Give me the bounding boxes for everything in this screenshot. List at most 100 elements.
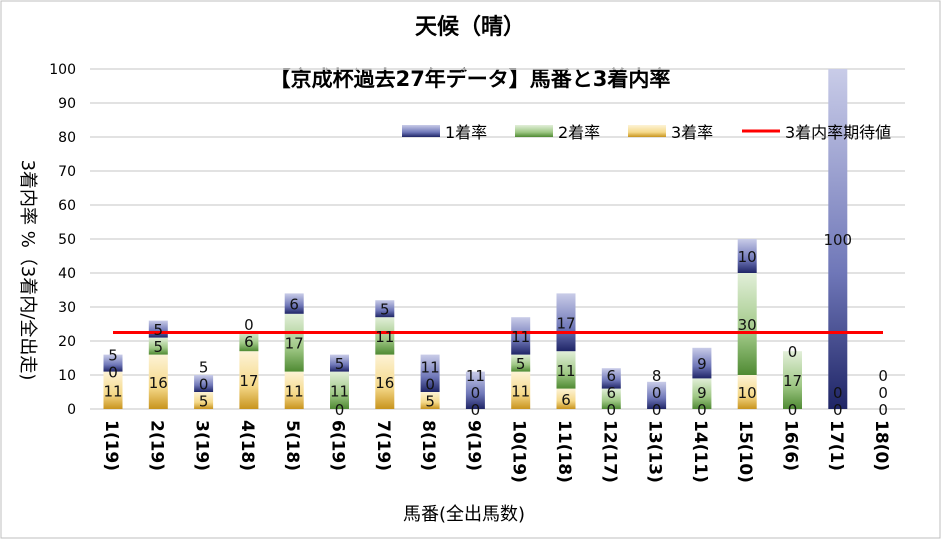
data-label: 11 <box>375 328 394 346</box>
y-tick-label: 0 <box>67 402 76 418</box>
x-tick-label: 18(0) <box>871 420 891 471</box>
bar-segment-3着率 <box>239 351 259 409</box>
bar-segment-1着率 <box>194 375 214 392</box>
y-tick-label: 10 <box>58 368 76 384</box>
bar-segment-2着率 <box>692 378 712 409</box>
data-label: 11 <box>330 382 349 400</box>
data-label: 5 <box>380 301 390 319</box>
data-label: 0 <box>833 401 843 419</box>
data-label: 0 <box>878 367 888 385</box>
data-label: 17 <box>239 372 258 390</box>
data-label: 0 <box>833 384 843 402</box>
bar-segment-2着率 <box>556 351 576 389</box>
bar-segment-1着率 <box>737 239 757 273</box>
bar-segment-1着率 <box>692 347 712 379</box>
y-tick-label: 70 <box>58 164 76 180</box>
x-tick-label: 4(18) <box>237 420 257 471</box>
legend-label: 1着率 <box>445 123 487 142</box>
bar-segment-1着率 <box>511 317 531 355</box>
x-tick-label: 1(19) <box>101 420 121 471</box>
data-label: 0 <box>607 401 617 419</box>
x-axis-label: 馬番(全出馬数) <box>403 504 525 525</box>
bar-segment-1着率 <box>103 354 123 372</box>
data-label: 5 <box>154 338 164 356</box>
bar-segment-1着率 <box>284 293 304 314</box>
x-tick-label: 10(19) <box>509 420 529 483</box>
x-tick-label: 16(6) <box>781 420 801 471</box>
data-label: 0 <box>471 401 481 419</box>
x-tick-label: 8(19) <box>418 420 438 471</box>
bar-segment-1着率 <box>465 371 485 409</box>
data-label: 0 <box>652 384 662 402</box>
data-label: 30 <box>738 316 757 334</box>
bar-segment-1着率 <box>556 293 576 352</box>
chart-subtitle: 【京成杯過去27年データ】馬番と3着内率 <box>270 67 671 91</box>
bar-segment-2着率 <box>601 388 621 409</box>
bar-segment-3着率 <box>737 375 757 409</box>
x-tick-label: 2(19) <box>146 420 166 471</box>
y-axis-label: 3着内率 %（3着内/全出走) <box>17 160 38 381</box>
data-label: 11 <box>103 382 122 400</box>
bar-segment-3着率 <box>375 354 395 409</box>
bar-segment-2着率 <box>737 273 757 375</box>
legend-swatch <box>515 125 553 137</box>
y-tick-label: 30 <box>58 300 76 316</box>
bar-segment-1着率 <box>330 354 349 372</box>
data-label: 11 <box>285 382 304 400</box>
x-tick-label: 13(13) <box>645 420 665 483</box>
x-tick-label: 7(19) <box>373 420 393 471</box>
data-label: 16 <box>149 374 168 392</box>
data-label: 6 <box>607 367 617 385</box>
bar-segment-2着率 <box>239 330 259 352</box>
data-label: 11 <box>511 328 530 346</box>
x-tick-label: 17(1) <box>826 420 846 471</box>
bar-segment-3着率 <box>511 371 531 409</box>
data-label: 5 <box>108 347 118 365</box>
data-label: 0 <box>878 384 888 402</box>
bar-segment-2着率 <box>511 354 531 372</box>
bar-segment-1着率 <box>420 354 440 392</box>
data-label: 0 <box>697 401 707 419</box>
bar-segment-1着率 <box>375 300 395 318</box>
y-tick-label: 90 <box>58 96 76 112</box>
data-label: 100 <box>823 231 852 249</box>
bar-segment-3着率 <box>420 392 440 409</box>
legend-label: 3着内率期待値 <box>785 123 891 142</box>
data-label: 5 <box>425 393 435 411</box>
bar-segment-2着率 <box>284 313 304 372</box>
data-label: 6 <box>561 391 571 409</box>
x-tick-label: 3(19) <box>192 420 212 471</box>
data-label: 0 <box>244 316 254 334</box>
data-label: 10 <box>738 248 757 266</box>
y-tick-label: 50 <box>58 232 76 248</box>
data-label: 8 <box>652 367 662 385</box>
data-label: 6 <box>607 384 617 402</box>
data-label: 0 <box>788 401 798 419</box>
y-tick-label: 100 <box>49 62 76 78</box>
bar-segment-2着率 <box>148 337 168 355</box>
x-tick-label: 12(17) <box>599 420 619 483</box>
data-label: 0 <box>425 376 435 394</box>
data-label: 0 <box>878 401 888 419</box>
data-label: 10 <box>738 384 757 402</box>
x-tick-label: 11(18) <box>554 420 574 483</box>
x-tick-label: 14(11) <box>690 420 710 483</box>
data-label: 6 <box>289 296 299 314</box>
bar-segment-3着率 <box>194 392 214 409</box>
data-label: 17 <box>556 314 575 332</box>
bar-segment-1着率 <box>647 381 667 409</box>
legend-label: 3着率 <box>671 123 713 142</box>
chart-title: 天候（晴） <box>415 14 525 40</box>
data-label: 0 <box>335 401 345 419</box>
x-tick-label: 9(19) <box>463 420 483 471</box>
x-tick-label: 15(10) <box>735 420 755 483</box>
data-label: 6 <box>244 333 254 351</box>
data-label: 0 <box>199 376 209 394</box>
data-label: 5 <box>516 355 526 373</box>
bar-segment-1着率 <box>601 368 621 389</box>
y-tick-label: 80 <box>58 130 76 146</box>
x-tick-label: 6(19) <box>328 420 348 471</box>
data-label: 0 <box>788 343 798 361</box>
data-label: 11 <box>556 362 575 380</box>
